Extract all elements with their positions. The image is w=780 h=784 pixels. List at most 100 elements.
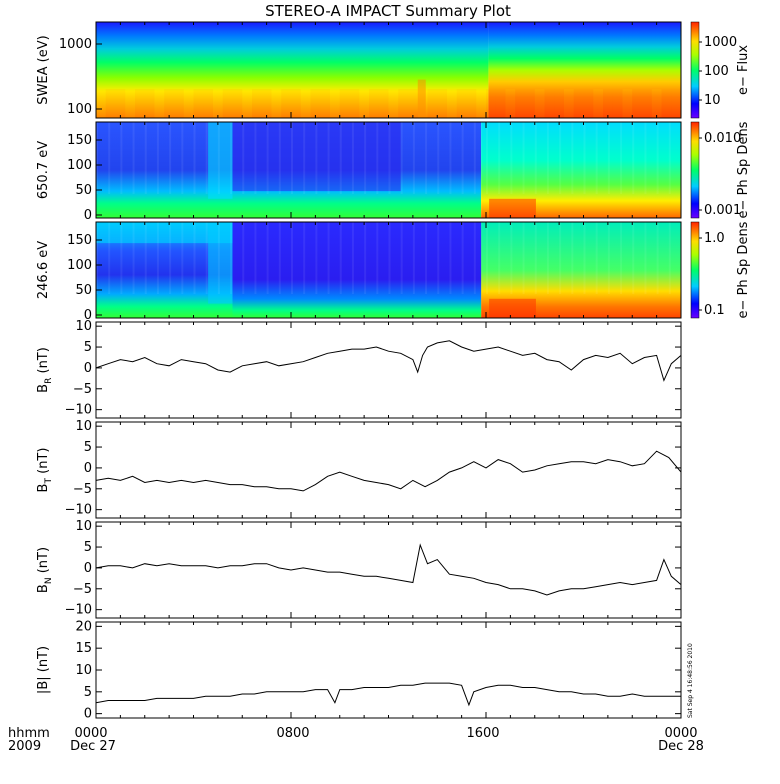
pad650-streak-46 xyxy=(656,122,659,194)
pad650-streak-45 xyxy=(644,122,647,194)
bmag-ytick-label-1: 15 xyxy=(75,641,92,656)
swea-texture-30 xyxy=(388,89,399,118)
bt-ytick-label-1: 5 xyxy=(84,440,92,455)
br-ytick-label-0: 10 xyxy=(75,319,92,334)
pad246-streak-1 xyxy=(108,222,111,294)
pad246-streak-16 xyxy=(291,222,293,294)
bmag-series-line xyxy=(95,682,681,707)
pad650-streak-13 xyxy=(254,122,257,194)
swea-texture-16 xyxy=(252,89,262,118)
swea-texture-23 xyxy=(320,89,330,118)
swea-texture-31 xyxy=(398,89,408,118)
bmag-ytick-label-2: 10 xyxy=(75,663,92,678)
pad650-colorbar xyxy=(690,121,700,219)
pad246-streak-13 xyxy=(254,222,257,294)
pad246-ylabel-2: 50 xyxy=(75,283,92,298)
swea-texture-48 xyxy=(564,89,574,118)
pad246-streak-12 xyxy=(242,222,245,294)
swea-texture-1 xyxy=(105,89,116,118)
pad650-streak-11 xyxy=(230,122,233,194)
x-day-label-0: Dec 27 xyxy=(70,739,116,754)
swea-texture-59 xyxy=(671,89,681,118)
swea-ylabel-0: 1000 xyxy=(59,37,92,52)
pad650-streak-0 xyxy=(96,122,98,194)
pad246-streak-28 xyxy=(437,222,440,294)
swea-cb-label-0: 1000 xyxy=(704,35,737,50)
br-series-line xyxy=(95,340,682,382)
bmag-frame xyxy=(95,621,682,719)
pad650-hot-blob xyxy=(489,198,536,218)
pad246-streak-8 xyxy=(193,222,196,294)
bmag-ylabel: |B| (nT) xyxy=(36,646,51,694)
swea-texture-4 xyxy=(135,89,145,118)
pad246-streak-45 xyxy=(644,222,647,294)
pad246-ylabel-1: 100 xyxy=(67,258,92,273)
pad246-cb-label-1: 0.1 xyxy=(704,303,725,318)
pad650-streak-43 xyxy=(620,122,623,194)
pad246-streak-46 xyxy=(656,222,659,294)
pad650-streak-10 xyxy=(217,122,220,194)
pad650-streak-15 xyxy=(278,122,281,194)
pad650-streak-20 xyxy=(339,122,342,194)
pad650-streak-19 xyxy=(327,122,330,194)
pad650-streak-41 xyxy=(595,122,598,194)
swea-cb-label-1: 100 xyxy=(704,64,729,79)
pad650-streak-8 xyxy=(193,122,196,194)
pad650-streak-40 xyxy=(583,122,586,194)
pad246-streak-11 xyxy=(230,222,233,294)
pad246-streak-7 xyxy=(181,222,184,294)
pad650-streak-2 xyxy=(120,122,123,194)
pad650-streak-1 xyxy=(108,122,111,194)
pad246-streak-18 xyxy=(315,222,318,294)
bt-ytick-label-2: 0 xyxy=(84,461,92,476)
swea-texture-44 xyxy=(525,89,535,118)
pad650-streak-36 xyxy=(534,122,537,194)
bn-frame xyxy=(95,521,682,619)
pad650-streak-21 xyxy=(351,122,354,194)
swea-texture-52 xyxy=(603,89,613,118)
swea-texture-21 xyxy=(300,89,311,118)
bn-ylabel: BN (nT) xyxy=(36,547,54,593)
pad246-streak-24 xyxy=(388,222,391,294)
swea-texture-20 xyxy=(291,89,301,118)
pad246-ylabel-0: 150 xyxy=(67,233,92,248)
swea-ylabel: SWEA (eV) xyxy=(36,35,51,104)
swea-texture-12 xyxy=(213,89,223,118)
pad246-colorbar-title: e− Ph Sp Dens xyxy=(736,221,751,318)
br-ylabel: BR (nT) xyxy=(36,347,54,393)
pad650-streak-14 xyxy=(266,122,269,194)
swea-texture-24 xyxy=(330,89,340,118)
pad246-streak-30 xyxy=(461,222,464,294)
swea-texture-32 xyxy=(408,89,418,118)
pad650-streak-47 xyxy=(668,122,671,194)
x-tick-label-3: 0000 xyxy=(664,726,697,741)
pad246-streak-14 xyxy=(266,222,269,294)
swea-texture-15 xyxy=(242,89,252,118)
pad650-streak-5 xyxy=(156,122,159,194)
pad650-streak-25 xyxy=(400,122,403,194)
pad650-streak-6 xyxy=(169,122,172,194)
swea-ylabel-1: 100 xyxy=(67,102,92,117)
bt-series-line xyxy=(95,450,682,492)
pad246-streak-19 xyxy=(327,222,330,294)
bn-ytick-label-2: 0 xyxy=(84,561,92,576)
bn-ytick-label-3: −5 xyxy=(73,582,92,597)
pad650-cb-label-0: 0.010 xyxy=(704,131,741,146)
swea-texture-22 xyxy=(310,89,321,118)
swea-texture-18 xyxy=(271,89,282,118)
pad650-ylabel-2: 50 xyxy=(75,183,92,198)
bt-frame xyxy=(95,421,682,519)
swea-texture-37 xyxy=(456,89,467,118)
swea-texture-34 xyxy=(427,89,438,118)
pad246-streak-23 xyxy=(376,222,379,294)
swea-texture-50 xyxy=(583,89,594,118)
pad650-streak-26 xyxy=(412,122,415,194)
pad246-streak-33 xyxy=(498,222,501,294)
swea-heatmap-after xyxy=(488,22,681,118)
swea-texture-25 xyxy=(339,89,350,118)
swea-texture-47 xyxy=(554,89,564,118)
pad246-streak-36 xyxy=(534,222,537,294)
bmag-ytick-label-4: 0 xyxy=(84,707,92,722)
pad650-streak-31 xyxy=(473,122,476,194)
swea-texture-19 xyxy=(281,89,291,118)
